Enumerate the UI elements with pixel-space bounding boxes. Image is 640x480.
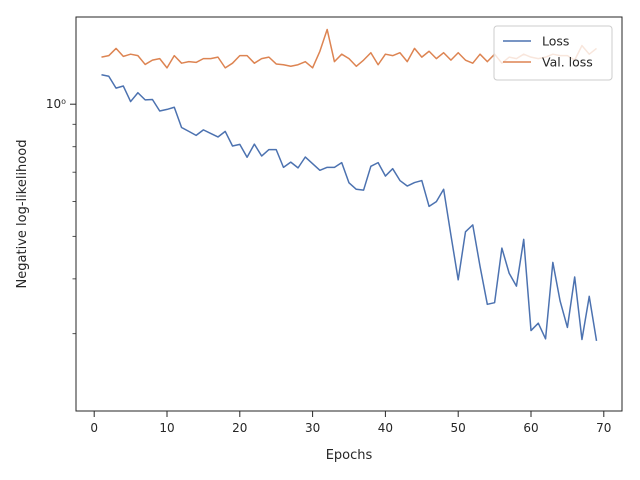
x-axis-label: Epochs [326,448,373,463]
plot-background [76,17,622,411]
x-tick-label: 40 [378,421,393,435]
x-tick-label: 0 [90,421,98,435]
plot-frame [75,16,623,412]
legend-box [493,25,613,81]
y-axis-label: Negative log-likelihood [15,140,30,289]
legend-label: Val. loss [542,55,593,70]
x-tick-label: 20 [232,421,247,435]
legend: Loss Val. loss [493,25,613,81]
x-tick-label: 60 [523,421,538,435]
x-tick-label: 50 [451,421,466,435]
x-tick-label: 70 [596,421,611,435]
x-tick-label: 10 [159,421,174,435]
series-line-loss [101,74,598,341]
y-tick-label: 10⁰ [46,97,66,111]
x-tick-label: 30 [305,421,320,435]
axes-layer: 0 10 20 30 40 50 60 70 10⁰ [46,97,612,435]
legend-label: Loss [542,34,569,49]
